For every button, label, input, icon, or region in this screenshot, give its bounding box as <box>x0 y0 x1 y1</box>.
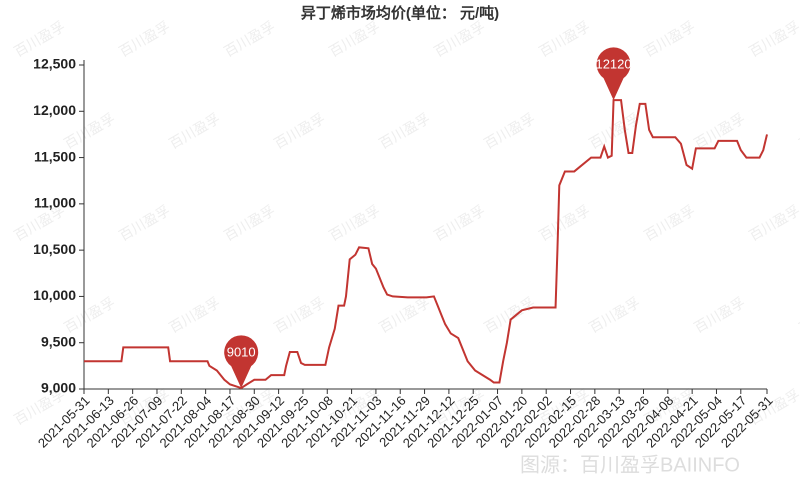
marker-pin <box>224 335 259 389</box>
watermark: 百川盈孚 <box>221 202 277 244</box>
watermark: 百川盈孚 <box>376 110 432 152</box>
y-tick-label: 9,000 <box>41 380 76 396</box>
watermark: 百川盈孚 <box>481 110 537 152</box>
y-tick-label: 10,500 <box>33 241 76 257</box>
watermark: 百川盈孚 <box>326 18 382 60</box>
line <box>84 99 768 390</box>
watermark: 百川盈孚 <box>11 18 67 60</box>
y-tick-label: 11,500 <box>34 148 76 164</box>
watermark: 百川盈孚 <box>586 294 642 336</box>
marker-pin <box>596 47 631 101</box>
watermark: 百川盈孚 <box>271 294 327 336</box>
watermark: 百川盈孚 <box>376 294 432 336</box>
watermark: 百川盈孚 <box>166 110 222 152</box>
y-tick-label: 12,000 <box>33 102 76 118</box>
watermark: 百川盈孚 <box>746 202 800 244</box>
chart-title: 异丁烯市场均价(单位： 元/吨) <box>301 4 499 22</box>
y-tick-label: 10,000 <box>33 287 76 303</box>
watermark: 百川盈孚 <box>746 18 800 60</box>
watermark: 百川盈孚 <box>326 202 382 244</box>
watermark: 百川盈孚 <box>271 110 327 152</box>
watermark: 百川盈孚 <box>536 202 592 244</box>
marker-label: 12120 <box>595 57 631 72</box>
y-tick-label: 12,500 <box>33 56 76 72</box>
y-tick-label: 11,000 <box>34 195 76 211</box>
marker-label: 9010 <box>227 345 256 360</box>
watermark: 百川盈孚 <box>116 18 172 60</box>
y-tick-label: 9,500 <box>41 333 76 349</box>
source-watermark: 图源：百川盈孚BAIINFO <box>520 453 740 476</box>
watermark: 百川盈孚 <box>691 294 747 336</box>
watermark: 百川盈孚 <box>431 202 487 244</box>
watermark: 百川盈孚 <box>166 294 222 336</box>
watermark: 百川盈孚 <box>796 294 800 336</box>
watermark: 百川盈孚 <box>796 110 800 152</box>
watermark: 百川盈孚 <box>641 18 697 60</box>
watermark: 百川盈孚 <box>641 202 697 244</box>
watermark: 百川盈孚 <box>431 18 487 60</box>
watermark: 百川盈孚 <box>536 18 592 60</box>
watermark: 百川盈孚 <box>221 18 277 60</box>
watermark: 百川盈孚 <box>116 202 172 244</box>
